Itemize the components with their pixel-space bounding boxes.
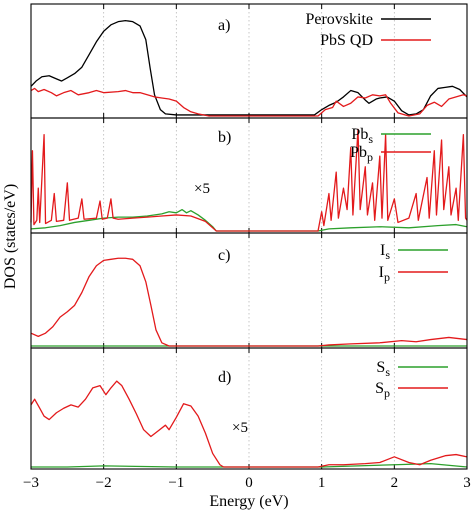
legend-label: Sp [375, 380, 390, 400]
legend-item: PbS QD [320, 32, 431, 49]
legend-label: Ss [376, 359, 390, 379]
legend-item: Pbs [351, 126, 431, 146]
legend-item: Ip [379, 264, 448, 284]
axis-layer: −3 −2 −1 0 1 2 3 Energy (eV) DOS (states/eV) [2, 184, 471, 510]
panel-frame [30, 347, 468, 470]
panel-label: c) [218, 247, 230, 264]
panel-label: a) [218, 17, 230, 34]
scale-annotation: ×5 [194, 181, 210, 197]
scale-annotation: ×5 [232, 420, 248, 436]
x-tick-label: 0 [245, 475, 253, 491]
panel-label: d) [218, 369, 231, 386]
series-line-i-p [30, 257, 468, 347]
panel-a: a) Perovskite PbS QD [30, 3, 468, 119]
series-line-s-p [30, 380, 468, 468]
series-line-pbs-qd [30, 87, 468, 117]
legend-label: PbS QD [320, 32, 373, 49]
legend-item: Sp [375, 380, 448, 400]
series-line-pb-s [30, 208, 468, 232]
legend-item: Perovskite [305, 11, 431, 28]
x-tick-label: 1 [318, 475, 326, 491]
series-line-perovskite [30, 19, 468, 116]
panel-label: b) [218, 129, 231, 146]
legend-item: Pbp [350, 144, 431, 164]
legend-label: Pbp [350, 144, 373, 164]
x-tick-label: −1 [168, 475, 184, 491]
x-tick-label: −3 [23, 475, 39, 491]
x-tick-label: −2 [96, 475, 112, 491]
legend-label: Ip [379, 264, 390, 284]
legend-label: Perovskite [305, 11, 373, 28]
legend-label: Is [380, 242, 390, 262]
legend-item: Is [380, 242, 448, 262]
y-axis-label: DOS (states/eV) [2, 184, 19, 289]
legend-label: Pbs [351, 126, 373, 146]
x-tick-label: 3 [463, 475, 471, 491]
x-tick-label: 2 [391, 475, 399, 491]
legend-item: Ss [376, 359, 448, 379]
x-axis-label: Energy (eV) [209, 493, 288, 510]
series-line-pb-p [30, 128, 468, 232]
